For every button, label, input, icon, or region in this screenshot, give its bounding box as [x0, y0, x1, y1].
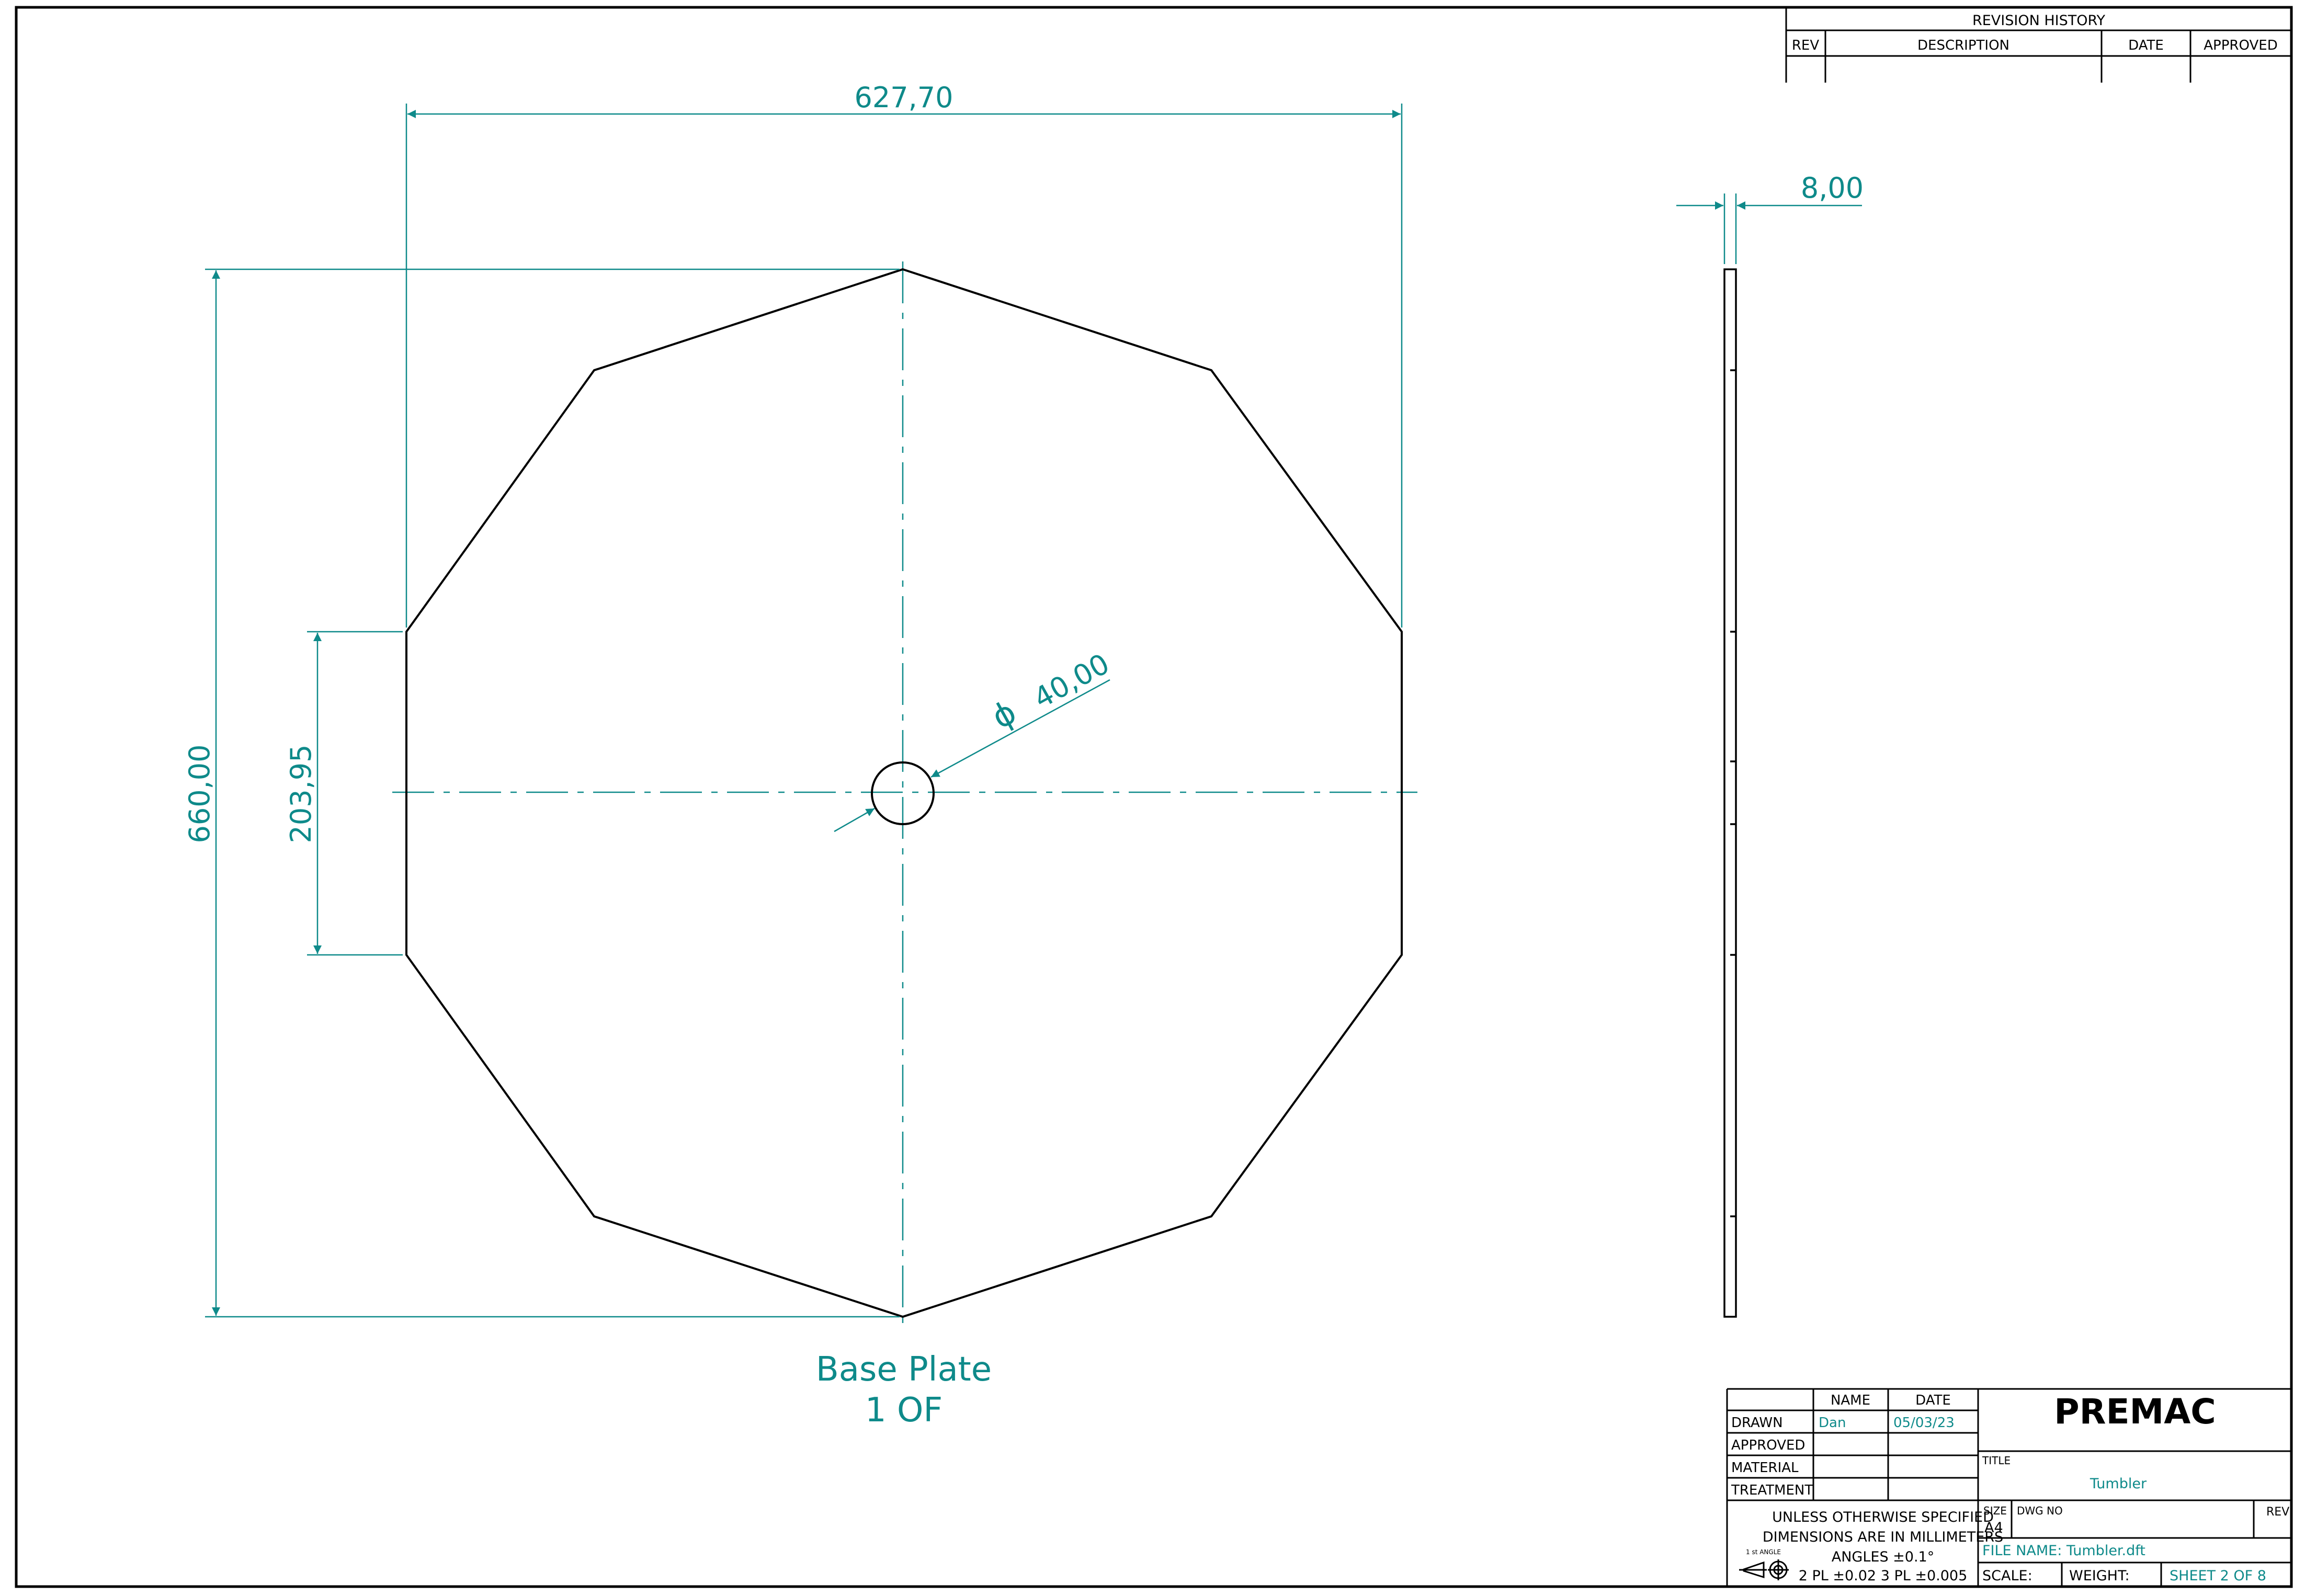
- hole-diameter-value: 40,00: [1028, 647, 1115, 715]
- approved-label: APPROVED: [1731, 1438, 1805, 1453]
- revision-history-heading: REVISION HISTORY: [1972, 13, 2106, 29]
- approved-column-header: APPROVED: [2204, 38, 2277, 53]
- drawn-date-value: 05/03/23: [1893, 1415, 1955, 1431]
- company-name: PREMAC: [2054, 1392, 2216, 1432]
- file-name: FILE NAME: Tumbler.dft: [1982, 1543, 2145, 1559]
- scale-label: SCALE:: [1982, 1568, 2033, 1584]
- view-scale-label: 1 OF: [865, 1391, 943, 1430]
- flat-edge-dimension-value: 203,95: [285, 745, 317, 843]
- base-plate-outline: [405, 268, 1403, 1318]
- first-angle-projection-icon: [1739, 1559, 1789, 1580]
- center-hole: [871, 761, 935, 825]
- tolerance-note-line-1: UNLESS OTHERWISE SPECIFIED: [1772, 1509, 1994, 1525]
- sheet-border: [15, 6, 2293, 1588]
- sheet-number: SHEET 2 OF 8: [2170, 1568, 2266, 1584]
- title-label: TITLE: [1982, 1454, 2011, 1467]
- hole-diameter-leader: [834, 679, 1110, 833]
- description-column-header: DESCRIPTION: [1917, 38, 2009, 53]
- height-dimension: [205, 268, 900, 1318]
- width-dimension: [405, 104, 1403, 628]
- tolerance-note-line-3: ANGLES ±0.1°: [1832, 1549, 1934, 1565]
- rev-label: REV: [2266, 1506, 2289, 1519]
- date-column-header: DATE: [2128, 38, 2164, 53]
- side-view: [1723, 268, 1737, 1318]
- height-dimension-value: 660,00: [183, 745, 216, 843]
- dwg-no-label: DWG NO: [2017, 1504, 2063, 1517]
- tolerance-note-line-2: DIMENSIONS ARE IN MILLIMETERS: [1763, 1529, 2003, 1545]
- flat-edge-dimension: [307, 631, 403, 956]
- weight-label: WEIGHT:: [2069, 1568, 2130, 1584]
- treatment-label: TREATMENT: [1731, 1483, 1813, 1498]
- size-value: A4: [1984, 1520, 2003, 1536]
- rev-column-header: REV: [1792, 38, 1819, 53]
- view-name-label: Base Plate: [816, 1350, 992, 1389]
- material-label: MATERIAL: [1731, 1460, 1799, 1476]
- date-column-header-title-block: DATE: [1915, 1393, 1951, 1408]
- size-label: SIZE: [1983, 1504, 2007, 1517]
- width-dimension-value: 627,70: [855, 81, 953, 114]
- drawn-name-value: Dan: [1819, 1415, 1846, 1431]
- title-block-grid: [1726, 1388, 2291, 1587]
- title-value: Tumbler: [2090, 1476, 2147, 1492]
- thickness-dimension: [1676, 193, 1862, 264]
- tolerance-note-line-4: 2 PL ±0.02 3 PL ±0.005: [1799, 1568, 1968, 1584]
- revision-history-table: [1785, 7, 2291, 83]
- projection-label: 1 st ANGLE: [1746, 1548, 1781, 1556]
- thickness-dimension-value: 8,00: [1801, 172, 1864, 204]
- name-column-header: NAME: [1831, 1393, 1870, 1408]
- drawn-label: DRAWN: [1731, 1415, 1783, 1431]
